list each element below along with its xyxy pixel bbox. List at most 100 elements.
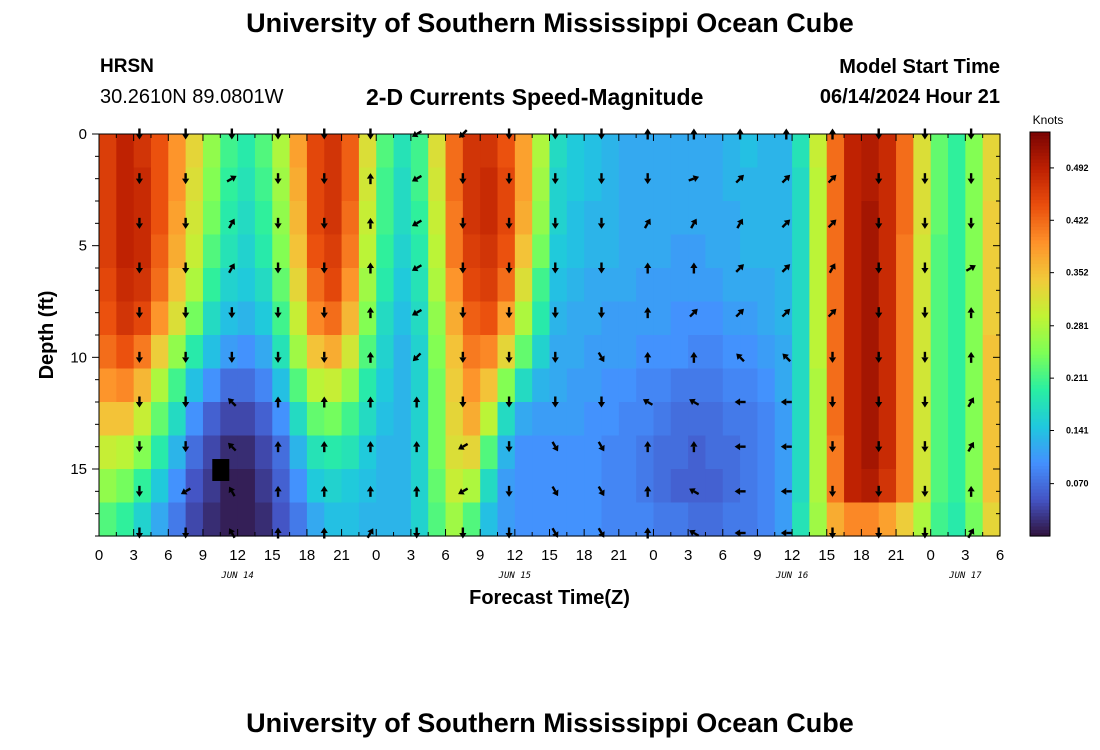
colorbar-step [1030,185,1050,190]
heatmap-cell [341,234,360,269]
colorbar-step [1030,199,1050,204]
heatmap-cell [792,502,811,537]
heatmap-cell [826,402,845,437]
current-arrow [227,398,237,407]
heatmap-cell [324,301,343,336]
heatmap-cell [965,201,984,236]
colorbar-step [1030,357,1050,362]
heatmap-cell [740,301,759,336]
colorbar-step [1030,132,1050,136]
colorbar-step [1030,418,1050,423]
heatmap-cell [428,134,447,169]
current-arrow [782,353,792,363]
heatmap-cell [289,268,308,303]
heatmap-cell [324,402,343,437]
heatmap-cell [168,201,187,236]
heatmap-cell [774,167,793,202]
colorbar-step [1030,249,1050,254]
x-tick-label: 9 [753,547,761,564]
heatmap-cell [722,301,741,336]
colorbar-step [1030,377,1050,382]
heatmap-cell [514,134,533,169]
heatmap-cell [618,368,637,403]
heatmap-cell [757,201,776,236]
colorbar-step [1030,300,1050,305]
heatmap-cell [254,201,273,236]
heatmap-cell [150,234,169,269]
current-arrow [734,529,746,537]
heatmap-cell [636,435,655,470]
heatmap-cell [774,201,793,236]
heatmap-cell [670,469,689,504]
colorbar-step [1030,337,1050,342]
heatmap-cell [653,134,672,169]
current-arrow [182,396,190,408]
heatmap-cell [254,368,273,403]
heatmap-cell [393,134,412,169]
heatmap-cell [393,368,412,403]
heatmap-cell [220,301,239,336]
heatmap-cell [150,435,169,470]
current-arrow [228,528,236,539]
colorbar-step [1030,273,1050,278]
heatmap-cell [930,335,949,370]
current-arrow [597,307,606,319]
heatmap-cell [670,234,689,269]
heatmap-cell [254,469,273,504]
current-arrow [827,308,837,318]
heatmap-cell [878,234,897,269]
colorbar-step [1030,482,1050,487]
heatmap-cell [532,469,551,504]
heatmap-cell [462,268,481,303]
x-tick-label: 6 [996,547,1004,564]
x-tick-label: 21 [610,547,627,564]
current-arrow [781,174,791,184]
heatmap-cell [774,368,793,403]
heatmap-cell [670,301,689,336]
heatmap-cell [410,402,429,437]
heatmap-cell [930,234,949,269]
heatmap-cell [965,402,984,437]
heatmap-cell [410,435,429,470]
heatmap-cell [913,435,932,470]
heatmap-cell [549,435,568,470]
colorbar-step [1030,394,1050,399]
heatmap-cell [185,469,204,504]
x-tick-label: 0 [95,547,103,564]
heatmap-cell [445,335,464,370]
heatmap-cell [861,268,880,303]
current-arrow [228,351,236,363]
current-arrow [366,173,375,185]
heatmap-cell [168,134,187,169]
colorbar-step [1030,327,1050,332]
chart-subtitle: 2-D Currents Speed-Magnitude [366,84,704,110]
heatmap-cell [133,368,152,403]
current-arrow [875,441,883,453]
heatmap-cell [757,268,776,303]
heatmap-cell [393,469,412,504]
current-arrow [644,485,652,497]
heatmap-cell [202,301,221,336]
current-arrow [875,307,883,319]
heatmap-cell [306,201,325,236]
heatmap-cell [878,301,897,336]
heatmap-cell [670,335,689,370]
heatmap-cell [150,335,169,370]
colorbar-step [1030,532,1050,537]
heatmap-cell [410,335,429,370]
heatmap-cell [514,435,533,470]
y-tick-label: 15 [70,461,87,478]
heatmap-cell [809,402,828,437]
heatmap-cell [861,335,880,370]
heatmap-cell [341,368,360,403]
heatmap-cell [826,301,845,336]
heatmap-cell [185,268,204,303]
heatmap-cell [272,301,291,336]
heatmap-cell [462,201,481,236]
heatmap-cell [358,234,377,269]
x-tick-label: 6 [164,547,172,564]
colorbar-step [1030,189,1050,194]
heatmap-cell [688,435,707,470]
heatmap-cell [913,167,932,202]
heatmap-cell [549,402,568,437]
